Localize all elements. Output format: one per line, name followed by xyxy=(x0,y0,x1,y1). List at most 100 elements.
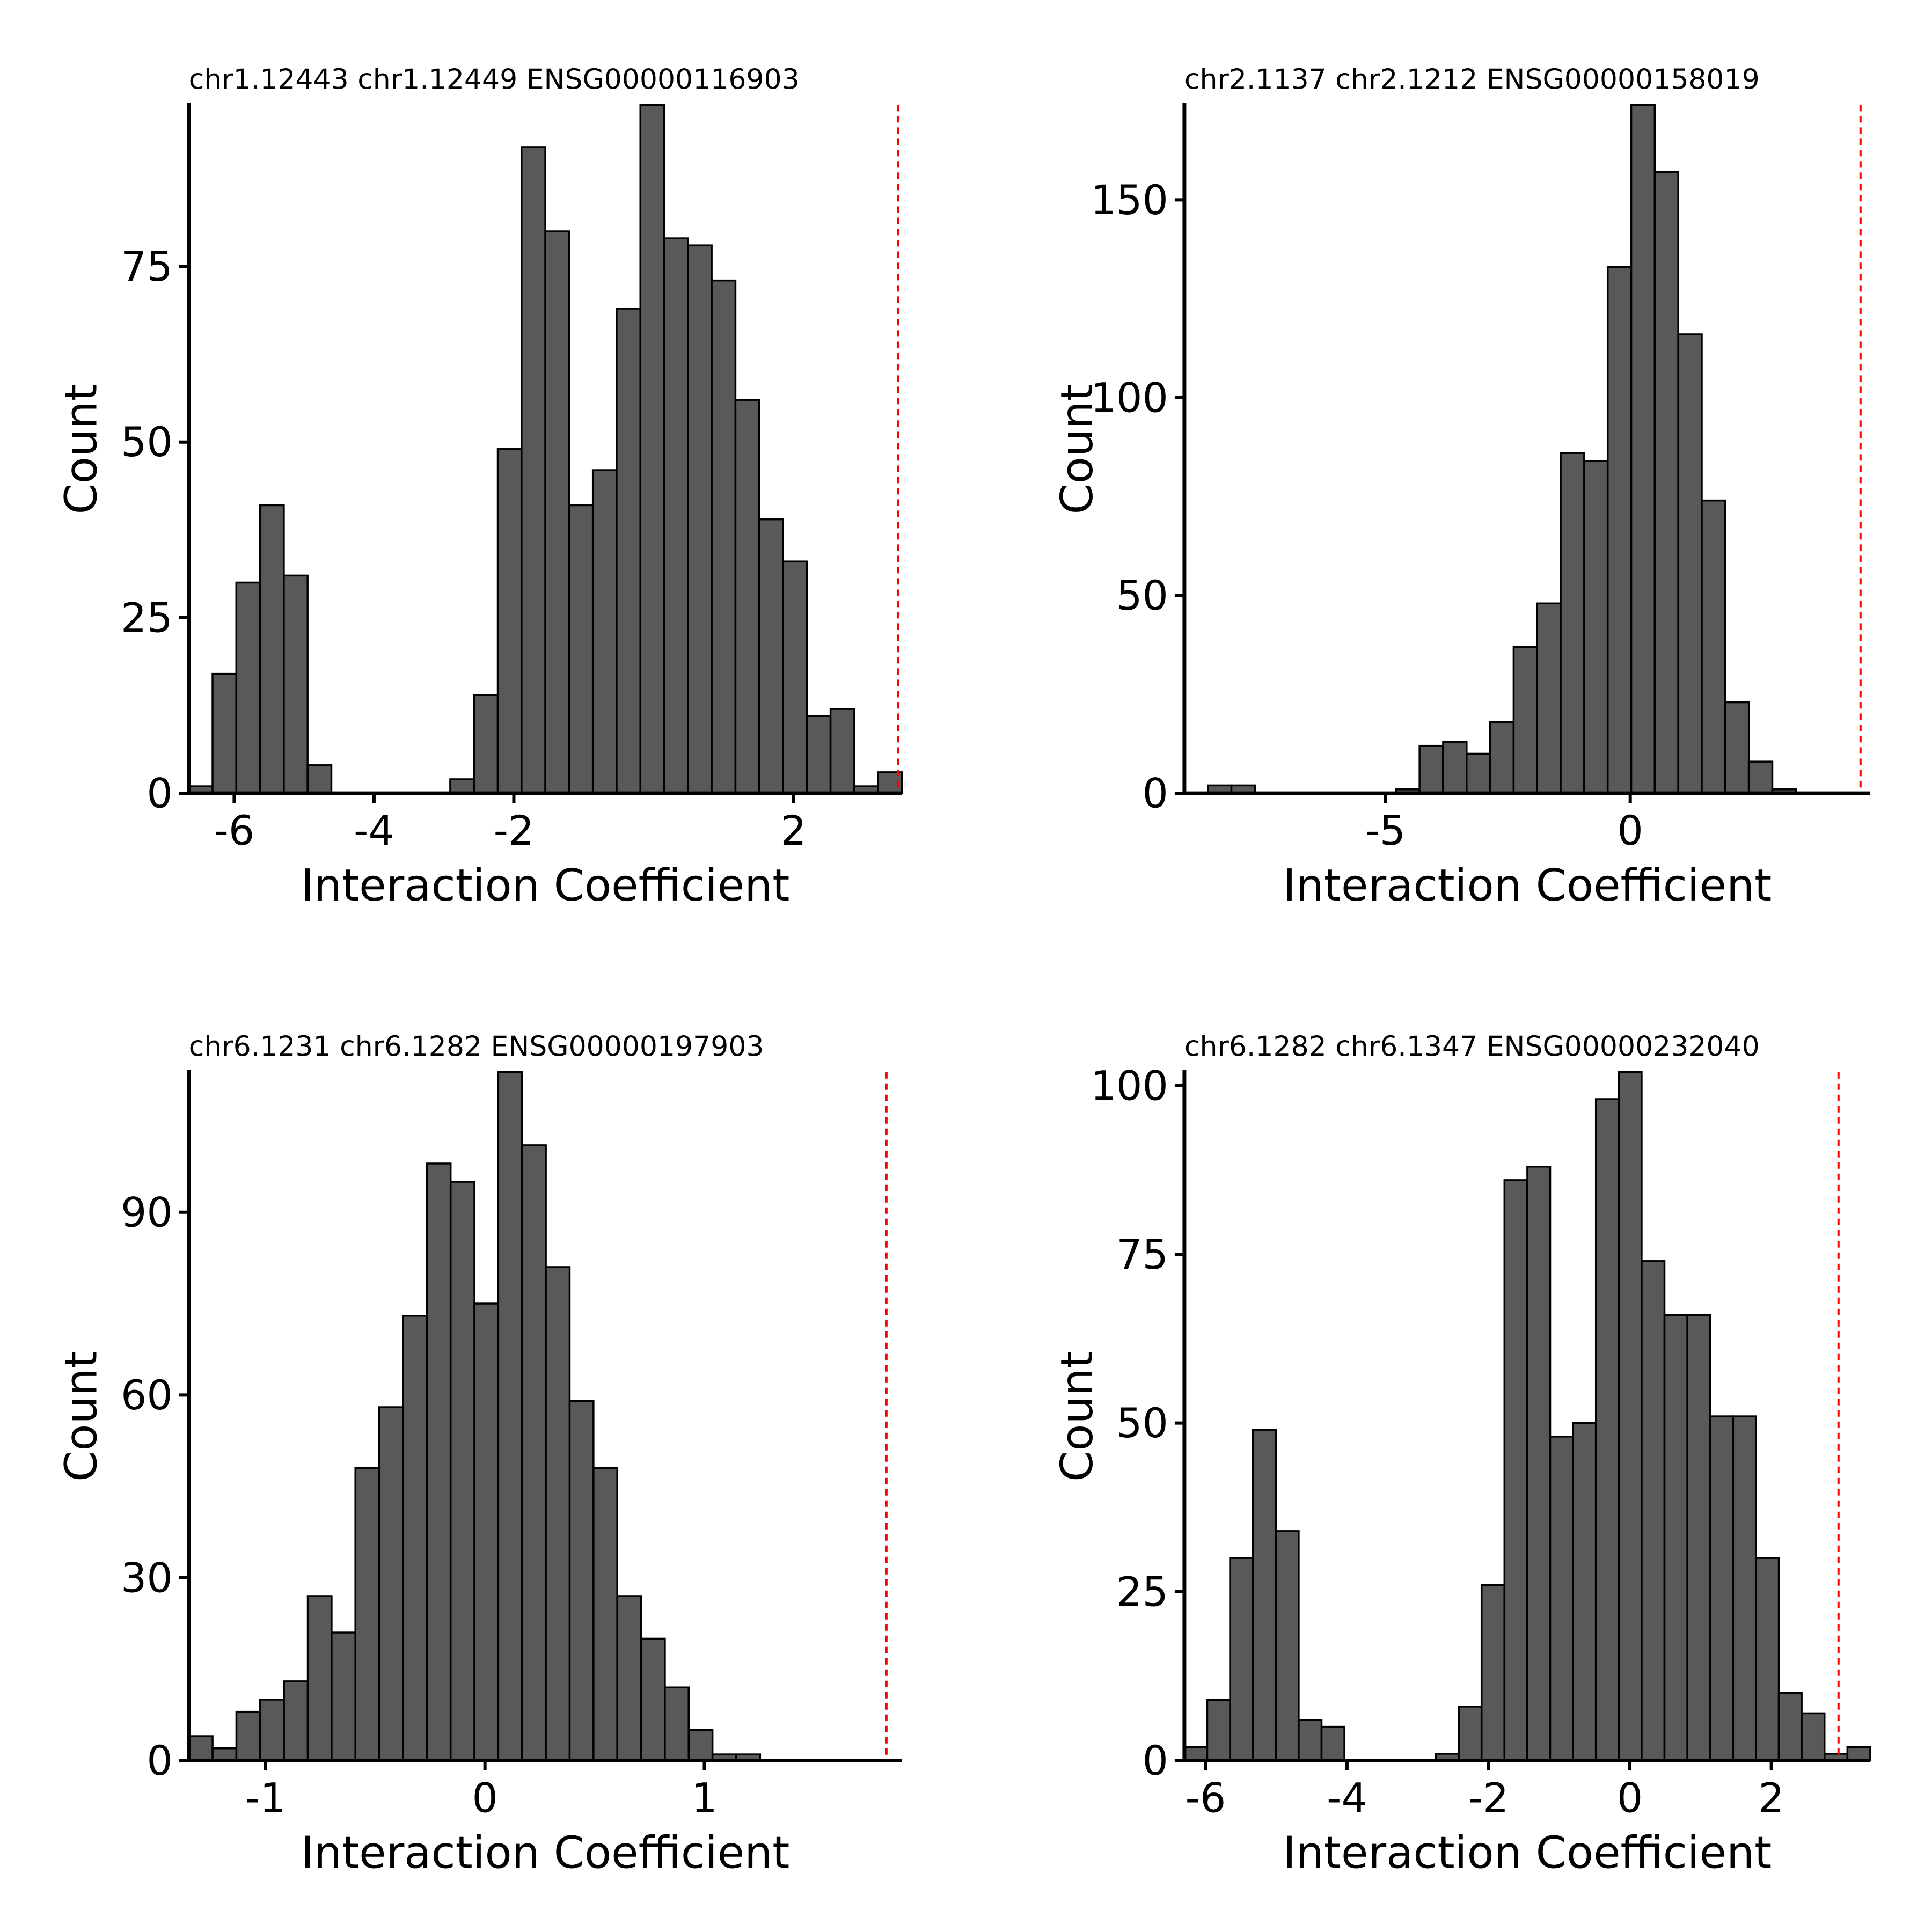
histogram-bar xyxy=(497,1071,523,1762)
histogram-bar xyxy=(1536,602,1562,794)
histogram-bar xyxy=(616,1595,642,1762)
panel-title: chr2.1137 chr2.1212 ENSG00000158019 xyxy=(1184,63,1760,96)
histogram-bar xyxy=(1606,266,1633,794)
x-tick-label: -2 xyxy=(494,807,535,854)
y-tick-label: 75 xyxy=(1116,1231,1168,1278)
y-tick-label: 25 xyxy=(1116,1568,1168,1616)
histogram-bar xyxy=(592,1467,618,1762)
histogram-bar xyxy=(1298,1719,1323,1762)
histogram-bar xyxy=(235,1710,261,1762)
histogram-bar xyxy=(1686,1314,1711,1762)
histogram-bar xyxy=(1701,499,1726,794)
histogram-bar xyxy=(1677,333,1703,794)
histogram-bar xyxy=(354,1467,380,1762)
x-tick-label: 2 xyxy=(1758,1774,1784,1821)
y-tick-label: 25 xyxy=(121,594,173,641)
y-axis-label: Count xyxy=(1052,384,1103,515)
histogram-bar xyxy=(1777,1692,1803,1762)
histogram-bar xyxy=(211,672,238,794)
histogram-bar xyxy=(331,1631,356,1762)
histogram-bar xyxy=(1641,1260,1666,1762)
y-tick-label: 100 xyxy=(1091,1062,1168,1109)
y-tick-label: 150 xyxy=(1091,176,1168,224)
panel-title: chr6.1231 chr6.1282 ENSG00000197903 xyxy=(189,1031,764,1063)
histogram-bar xyxy=(1442,741,1468,794)
histogram-bar xyxy=(663,237,689,794)
histogram-bar xyxy=(496,448,523,794)
histogram-panel-1: -6 -4 -2 2 0 25 50 75 chr1.12443 chr1.12449 ENSG… xyxy=(56,63,903,911)
y-axis-label: Count xyxy=(56,1351,107,1482)
histogram-bar xyxy=(1526,1166,1552,1762)
y-tick-label: 0 xyxy=(1143,1737,1168,1784)
histogram-bar xyxy=(473,694,499,794)
y-tick-label: 0 xyxy=(147,770,172,817)
histogram-bar xyxy=(1252,1429,1277,1762)
histogram-bar xyxy=(1183,1746,1209,1762)
histogram-bar xyxy=(1653,171,1679,794)
histogram-bar xyxy=(1747,760,1774,794)
histogram-bar xyxy=(568,504,594,794)
histogram-bar xyxy=(640,1637,666,1762)
histogram-bar xyxy=(1503,1179,1528,1762)
histogram-bar xyxy=(734,399,760,794)
histogram-bar xyxy=(306,1595,333,1762)
x-tick-label: 1 xyxy=(691,1774,717,1821)
histogram-bar xyxy=(521,146,546,794)
histogram-bar xyxy=(1630,104,1656,794)
y-tick-label: 50 xyxy=(1116,1399,1168,1447)
y-tick-label: 0 xyxy=(1143,770,1168,817)
histogram-bar xyxy=(1512,646,1538,794)
histogram-bar xyxy=(283,1680,309,1762)
histogram-bar xyxy=(782,560,808,794)
x-tick-label: 0 xyxy=(1617,1774,1643,1821)
histogram-bar xyxy=(473,1302,500,1762)
y-tick-label: 60 xyxy=(121,1371,173,1419)
histogram-bar xyxy=(283,574,309,794)
histogram-bar xyxy=(568,1400,595,1762)
histogram-bar xyxy=(1489,721,1515,794)
x-axis-label: Interaction Coefficient xyxy=(301,860,790,911)
histogram-bar xyxy=(1618,1071,1643,1762)
histogram-bar xyxy=(687,1729,714,1762)
x-axis-label: Interaction Coefficient xyxy=(1283,1827,1772,1878)
histogram-bar xyxy=(259,504,285,794)
histogram-bar xyxy=(545,1266,571,1762)
histogram-panel-3: -1 0 1 0 30 60 90 chr6.1231 chr6.1282 ENSG00000… xyxy=(56,1031,902,1878)
histogram-bar xyxy=(758,518,784,794)
x-axis-label: Interaction Coefficient xyxy=(301,1827,790,1878)
y-tick-label: 0 xyxy=(147,1737,172,1784)
histogram-bar xyxy=(687,244,713,794)
histogram-bar xyxy=(616,308,642,794)
histogram-bar xyxy=(591,469,618,794)
histogram-bar xyxy=(306,764,333,794)
histogram-bar xyxy=(1846,1746,1871,1762)
panel-title: chr6.1282 chr6.1347 ENSG00000232040 xyxy=(1184,1031,1760,1063)
histogram-bar xyxy=(1755,1557,1780,1762)
histogram-bar xyxy=(1709,1415,1735,1762)
histogram-bar xyxy=(1320,1725,1345,1762)
histogram-bar xyxy=(829,708,855,794)
histogram-bar xyxy=(1732,1415,1757,1762)
y-tick-label: 90 xyxy=(121,1188,173,1236)
x-tick-label: 2 xyxy=(780,807,806,854)
histogram-bar xyxy=(378,1406,404,1762)
histogram-bar xyxy=(521,1144,547,1762)
y-tick-label: 75 xyxy=(121,243,173,290)
x-tick-label: -2 xyxy=(1468,1774,1509,1821)
histogram-bar xyxy=(806,715,832,794)
y-tick-label: 100 xyxy=(1091,374,1168,421)
x-tick-label: -4 xyxy=(354,807,394,854)
histogram-bar xyxy=(1663,1314,1688,1762)
histogram-bar xyxy=(544,230,570,794)
histogram-bar xyxy=(711,279,737,794)
y-tick-label: 30 xyxy=(121,1554,173,1601)
histogram-panel-2: -5 0 0 50 100 150 chr2.1137 chr2.1212 ENSG0000… xyxy=(1052,63,1871,911)
x-tick-label: -5 xyxy=(1365,807,1406,854)
histogram-bar xyxy=(1275,1530,1300,1762)
y-axis-label: Count xyxy=(56,384,107,515)
x-tick-label: -4 xyxy=(1327,1774,1367,1821)
y-tick-label: 50 xyxy=(1116,572,1168,619)
histogram-bar xyxy=(664,1686,690,1762)
histogram-bar xyxy=(449,778,475,794)
histogram-bar xyxy=(449,1181,475,1762)
